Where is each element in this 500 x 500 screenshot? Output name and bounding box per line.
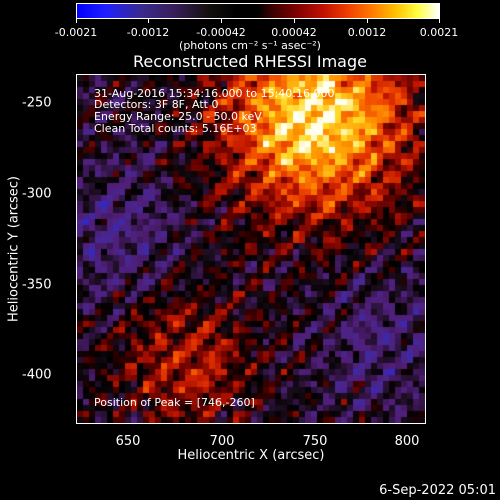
x-tick-label: 700 (209, 434, 235, 449)
colorbar-tick-label: 0.0021 (419, 26, 459, 39)
timestamp: 6-Sep-2022 05:01 (379, 483, 496, 498)
colorbar-tick (76, 19, 77, 23)
colorbar-tick-label: -0.0012 (126, 26, 170, 39)
y-tick-label: -250 (22, 95, 52, 111)
colorbar-units: (photons cm⁻² s⁻¹ asec⁻²) (179, 39, 321, 52)
x-tick-label: 650 (115, 434, 141, 449)
y-tick-label: -400 (22, 367, 52, 383)
x-tick-label: 750 (302, 434, 328, 449)
info-energy-range: Energy Range: 25.0 - 50.0 keV (94, 110, 262, 123)
info-peak-position: Position of Peak = [746,-260] (94, 396, 255, 409)
colorbar-tick (148, 19, 149, 23)
x-axis-label: Heliocentric X (arcsec) (177, 448, 325, 463)
info-clean-counts: Clean Total counts: 5.16E+03 (94, 122, 257, 135)
colorbar-tick (439, 19, 440, 23)
y-tick-label: -300 (22, 186, 52, 202)
x-tick-label: 800 (394, 434, 420, 449)
colorbar-tick (294, 19, 295, 23)
colorbar-tick (367, 19, 368, 23)
info-time-range: 31-Aug-2016 15:34:16.000 to 15:40:16.000 (94, 87, 335, 100)
colorbar-tick-label: 0.00042 (271, 26, 317, 39)
image-plot-area (76, 74, 426, 424)
info-detectors: Detectors: 3F 8F, Att 0 (94, 98, 219, 111)
rhessi-heatmap (77, 75, 425, 423)
colorbar-tick-label: 0.0012 (347, 26, 387, 39)
image-title: Reconstructed RHESSI Image (133, 52, 367, 71)
colorbar-tick (221, 19, 222, 23)
colorbar (76, 3, 440, 19)
colorbar-tick-label: -0.00042 (196, 26, 246, 39)
y-tick-label: -350 (22, 277, 52, 293)
y-axis-label: Heliocentric Y (arcsec) (6, 176, 22, 322)
colorbar-tick-label: -0.0021 (54, 26, 98, 39)
